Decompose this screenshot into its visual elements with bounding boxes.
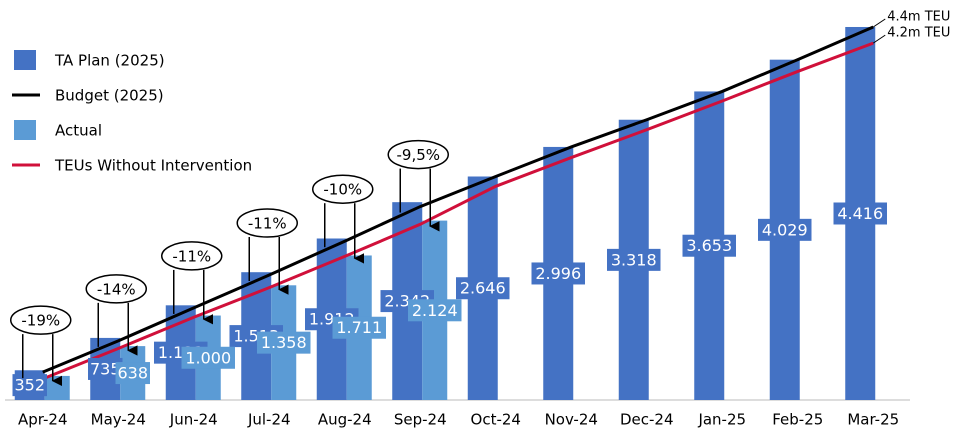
value-label: 4.029 [762,220,808,239]
value-label-bg [115,362,150,385]
annotation-bubble [161,241,223,271]
annotation: -19% [21,312,60,330]
legend-label: TA Plan (2025) [54,52,165,70]
bar [44,375,70,400]
x-tick-label: Feb-25 [772,411,823,429]
legend-label: Budget (2025) [55,87,164,105]
value-label-bg [181,346,235,369]
x-tick-label: Jun-24 [169,411,218,429]
value-label-bg [531,262,585,285]
value-label: 2.646 [460,279,506,298]
annotation-bubble [85,274,147,304]
annotation: -10% [323,181,362,199]
line [42,41,874,381]
annotation: -14% [97,280,136,298]
annotation-bubble [312,174,374,204]
value-label-bg [12,374,47,397]
value-label: 3.653 [686,236,732,255]
x-tick-label: Mar-25 [847,411,899,429]
x-tick-label: Nov-24 [545,411,598,429]
value-label: 1.358 [261,333,307,352]
x-tick-label: Apr-24 [18,411,68,429]
value-label: 1.711 [336,318,382,337]
value-label: 4.416 [837,204,883,223]
annotation: -11% [172,247,211,265]
annotation: -11% [248,214,287,232]
line [42,25,874,374]
legend-label: Actual [55,122,102,140]
value-label: 1.000 [185,348,231,367]
value-label-bg [332,316,386,339]
x-tick-label: Jul-24 [247,411,291,429]
value-label-bg [257,331,311,354]
annotation-bubble [10,305,72,335]
value-label: 2.996 [535,264,581,283]
end-label: 4.4m TEU [887,9,950,24]
x-tick-label: Oct-24 [471,411,521,429]
value-label-bg [758,218,812,241]
value-label-bg [682,234,736,257]
legend-swatch [14,50,36,70]
legend-label: TEUs Without Intervention [54,157,252,175]
annotation-bubble [387,139,449,170]
value-label: 735 [90,359,121,378]
value-label-bg [88,357,123,380]
x-tick-label: Jan-25 [697,411,746,429]
annotation-bubble [236,208,298,238]
value-label-bg [607,248,661,271]
value-label: 2.124 [412,301,458,320]
value-label-bg [408,299,462,322]
value-label-bg [833,202,887,225]
annotation: -9,5% [396,146,440,164]
value-label: 3.318 [611,250,657,269]
x-tick-label: May-24 [91,411,146,429]
legend-swatch [14,120,36,140]
end-label: 4.2m TEU [887,26,950,41]
x-tick-label: Aug-24 [318,411,372,429]
x-tick-label: Sep-24 [394,411,447,429]
end-leader [872,18,886,28]
value-label: 638 [117,364,148,383]
end-leader [872,34,886,44]
value-label-bg [456,277,510,300]
x-tick-label: Dec-24 [620,411,674,429]
value-label: 352 [14,376,45,395]
